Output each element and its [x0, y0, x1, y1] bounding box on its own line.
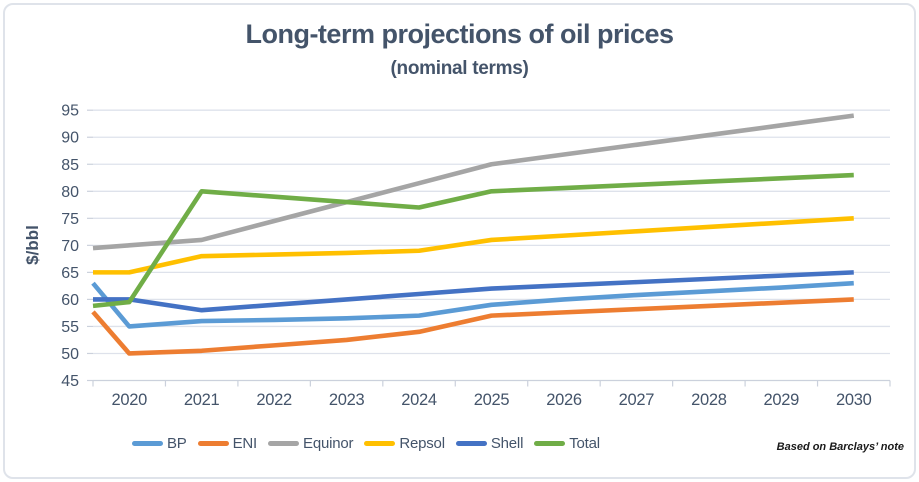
x-axis-tick-label: 2029 — [764, 391, 800, 409]
legend-label: BP — [167, 434, 187, 452]
series-line-shell — [93, 270, 854, 313]
x-axis-tick-label: 2027 — [619, 391, 655, 409]
x-axis-tick-label: 2026 — [546, 391, 582, 409]
x-axis-tick-label: 2025 — [474, 391, 510, 409]
series-line-bp — [91, 280, 854, 329]
series-line-equinor — [92, 113, 855, 251]
x-axis-tick-label: 2020 — [111, 391, 147, 409]
legend-label: Equinor — [303, 434, 354, 452]
x-axis-tick-label: 2030 — [836, 391, 872, 409]
x-axis-tick-label: 2024 — [401, 391, 437, 409]
legend: BP ENI Equinor Repsol Shell Total — [132, 433, 600, 453]
legend-item-repsol: Repsol — [364, 435, 445, 452]
legend-marker-equinor — [268, 440, 300, 446]
legend-item-eni: ENI — [197, 434, 258, 452]
legend-label: Repsol — [399, 434, 445, 452]
legend-marker-eni — [197, 440, 229, 446]
x-axis-tick-label: 2023 — [329, 391, 365, 409]
y-axis-tick-label: 75 — [61, 211, 79, 228]
y-axis-tick-label: 70 — [61, 238, 79, 255]
legend-item-total: Total — [534, 435, 600, 452]
y-axis-tick-label: 65 — [61, 265, 79, 282]
series-line-total — [92, 172, 854, 309]
y-axis-tick-label: 55 — [61, 319, 79, 336]
legend-marker-bp — [132, 440, 163, 446]
y-axis-tick-label: 50 — [61, 346, 79, 363]
x-axis-tick-label: 2022 — [256, 391, 292, 409]
series-line-repsol — [93, 216, 854, 275]
y-axis-tick-label: 90 — [61, 130, 79, 147]
legend-item-equinor: Equinor — [268, 434, 354, 452]
chart-subtitle: (nominal terms) — [390, 58, 529, 79]
series-line-eni — [91, 297, 854, 356]
x-axis-tick-label: 2028 — [691, 391, 727, 409]
y-axis-title: $/bbl — [23, 225, 42, 265]
legend-marker-shell — [455, 440, 487, 446]
legend-label: ENI — [232, 434, 258, 452]
y-axis-tick-label: 60 — [61, 292, 79, 309]
chart-title: Long-term projections of oil prices — [245, 19, 674, 49]
legend-item-shell: Shell — [455, 434, 524, 452]
attribution-note: Based on Barclays’ note — [776, 441, 904, 453]
y-axis-tick-label: 80 — [61, 184, 79, 201]
y-axis-tick-label: 45 — [61, 373, 79, 390]
x-axis-tick-label: 2021 — [184, 391, 220, 409]
legend-label: Shell — [490, 434, 524, 452]
y-axis-tick-label: 85 — [61, 157, 79, 174]
legend-marker-total — [534, 440, 566, 446]
y-axis-tick-label: 95 — [61, 103, 79, 120]
legend-item-bp: BP — [132, 435, 187, 452]
legend-label: Total — [569, 434, 600, 452]
legend-marker-repsol — [364, 440, 396, 446]
